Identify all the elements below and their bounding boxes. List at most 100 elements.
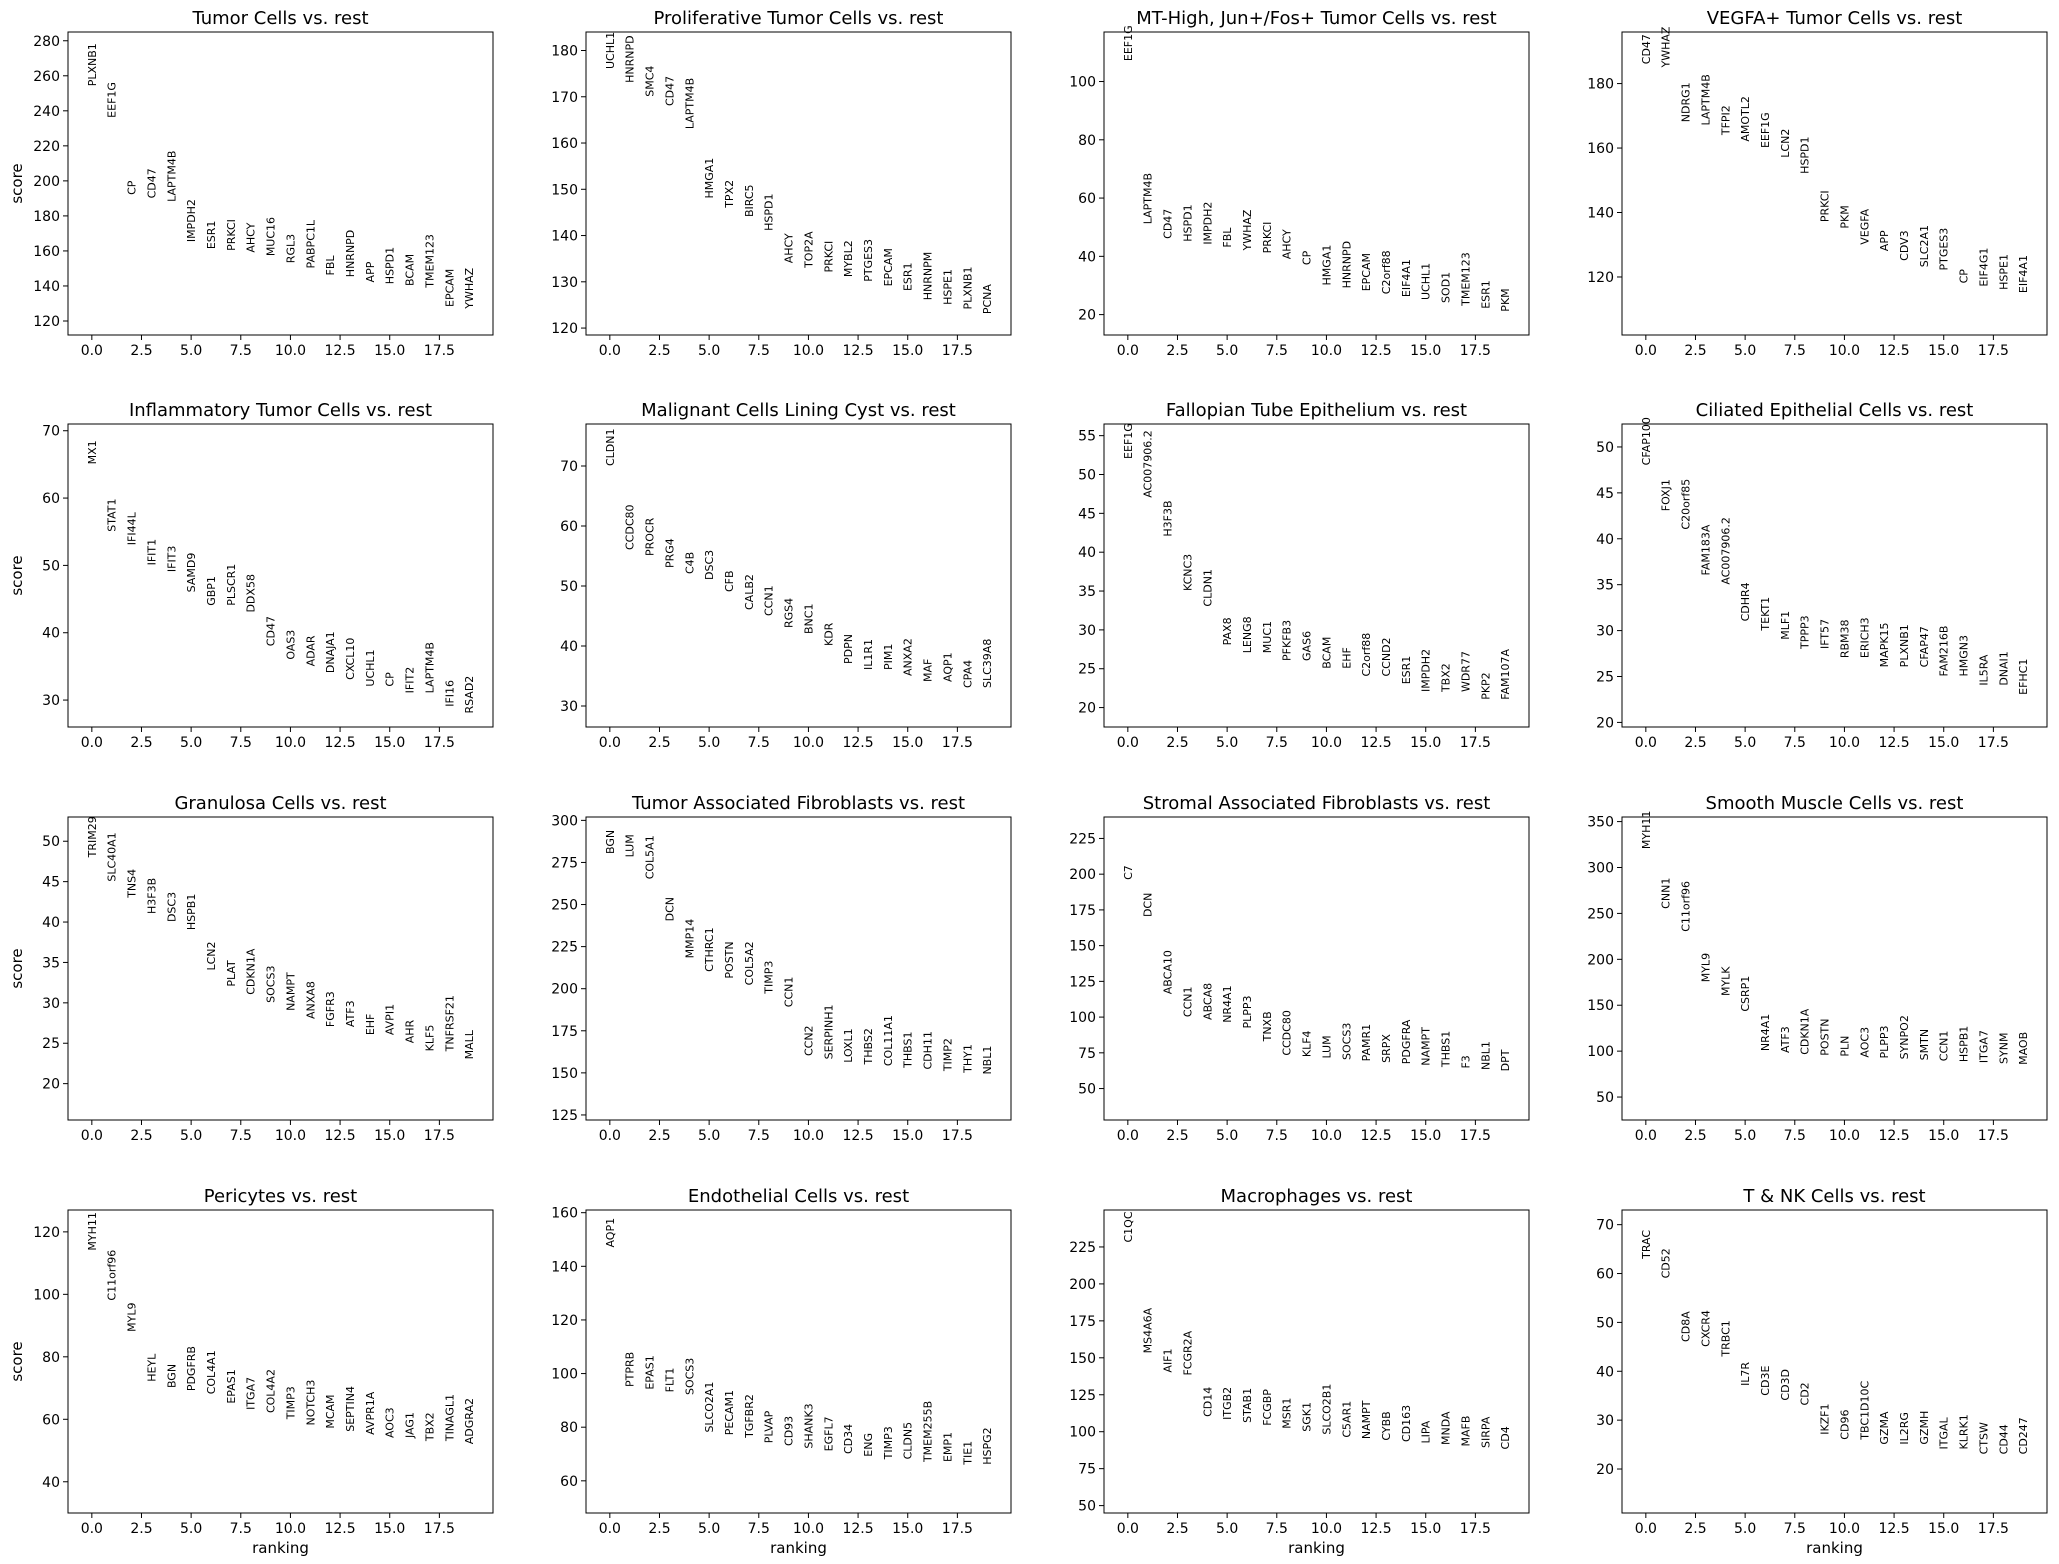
- gene-label: HSPD1: [384, 247, 397, 284]
- gene-label: SHANK3: [802, 1403, 815, 1448]
- gene-label: CD2: [1799, 1382, 1812, 1405]
- axes-frame: [585, 31, 1012, 336]
- y-tick-label: 70: [42, 424, 60, 440]
- gene-label: MYH11: [86, 1212, 99, 1250]
- chart-title: Granulosa Cells vs. rest: [174, 793, 386, 814]
- x-tick-label: 15.0: [1410, 735, 1441, 751]
- x-tick-label: 12.5: [1878, 343, 1909, 359]
- gene-label: NAMPT: [1420, 1027, 1433, 1066]
- gene-label: AHR: [404, 1019, 417, 1043]
- gene-label: EPCAM: [443, 269, 456, 307]
- y-tick-label: 150: [551, 1066, 578, 1082]
- gene-label: CSRP1: [1739, 976, 1752, 1012]
- x-tick-label: 12.5: [842, 735, 873, 751]
- y-axis-label: score: [8, 948, 26, 988]
- gene-label: KDR: [822, 622, 835, 646]
- x-tick-label: 2.5: [130, 735, 152, 751]
- gene-label: IL2RG: [1898, 1412, 1911, 1445]
- y-tick-label: 40: [1596, 1364, 1614, 1380]
- gene-label: NOTCH3: [304, 1380, 317, 1426]
- gene-label: HSPB1: [185, 894, 198, 930]
- gene-label: HEYL: [145, 1353, 158, 1382]
- x-tick-label: 12.5: [1360, 343, 1391, 359]
- x-tick-label: 2.5: [1684, 735, 1706, 751]
- gene-label: C20orf85: [1680, 479, 1693, 530]
- gene-label: TRBC1: [1719, 1320, 1732, 1357]
- y-tick-label: 160: [551, 136, 578, 152]
- y-tick-label: 200: [33, 174, 60, 190]
- gene-label: TFPI2: [1719, 105, 1732, 136]
- gene-label: AIF1: [1162, 1348, 1175, 1372]
- x-tick-label: 10.0: [275, 343, 306, 359]
- y-tick-label: 170: [551, 90, 578, 106]
- x-tick-label: 15.0: [1928, 1521, 1959, 1537]
- gene-label: PLSCR1: [225, 564, 238, 606]
- gene-label: CD34: [842, 1424, 855, 1454]
- gene-label: PRKCI: [1819, 190, 1832, 222]
- gene-label: CXCR4: [1699, 1310, 1712, 1347]
- x-tick-label: 2.5: [1684, 343, 1706, 359]
- y-tick-label: 25: [1078, 662, 1096, 678]
- gene-label: CLDN1: [604, 428, 617, 466]
- gene-label: OAS3: [284, 630, 297, 660]
- gene-label: EEF1G: [1122, 25, 1135, 61]
- y-tick-label: 25: [1596, 670, 1614, 686]
- x-tick-label: 5.0: [180, 1128, 202, 1144]
- x-tick-label: 2.5: [1166, 343, 1188, 359]
- y-tick-label: 30: [560, 699, 578, 715]
- x-tick-label: 10.0: [1829, 343, 1860, 359]
- gene-label: CCN1: [763, 585, 776, 616]
- gene-label: DNAJA1: [324, 631, 337, 673]
- gene-label: PRG4: [663, 538, 676, 568]
- gene-label: PDPN: [842, 634, 855, 664]
- gene-label: KLF4: [1301, 1030, 1314, 1057]
- gene-label: MUC16: [265, 217, 278, 256]
- x-tick-label: 10.0: [1311, 1128, 1342, 1144]
- y-tick-label: 20: [1596, 1462, 1614, 1478]
- x-tick-label: 2.5: [648, 343, 670, 359]
- gene-label: CXCL10: [344, 638, 357, 680]
- x-tick-label: 0.0: [1117, 1128, 1139, 1144]
- y-tick-label: 260: [33, 69, 60, 85]
- gene-label: LOXL1: [842, 1028, 855, 1062]
- gene-label: PRKCI: [1261, 222, 1274, 254]
- gene-label: PLPP3: [1878, 1025, 1891, 1058]
- y-tick-label: 45: [42, 875, 60, 891]
- axes-frame: [585, 816, 1012, 1121]
- x-tick-label: 10.0: [1829, 1128, 1860, 1144]
- gene-label: SAMD9: [185, 553, 198, 593]
- gene-label: SOCS3: [683, 1358, 696, 1395]
- y-tick-label: 240: [33, 104, 60, 120]
- gene-label: NAMPT: [1360, 1400, 1373, 1439]
- gene-label: AVPI1: [384, 1004, 397, 1035]
- axes-frame: [1621, 423, 2048, 728]
- x-tick-label: 7.5: [230, 1521, 252, 1537]
- gene-label: IFI16: [443, 680, 456, 707]
- gene-label: CCN1: [1181, 987, 1194, 1018]
- gene-label: DNAI1: [1997, 651, 2010, 685]
- gene-label: HSPE1: [1997, 254, 2010, 290]
- y-tick-label: 45: [1596, 486, 1614, 502]
- gene-label: AMOTL2: [1739, 96, 1752, 142]
- chart-panel: Stromal Associated Fibroblasts vs. rest 5…: [1069, 793, 1530, 1144]
- gene-label: POSTN: [723, 941, 736, 978]
- y-tick-label: 160: [551, 1206, 578, 1222]
- gene-label: SOCS3: [1340, 1023, 1353, 1060]
- chart-panel: Inflammatory Tumor Cells vs. rest 30 40 50 6…: [8, 400, 494, 751]
- gene-label: ERICH3: [1858, 617, 1871, 658]
- gene-label: SLCO2A1: [703, 1382, 716, 1433]
- gene-label: THBS1: [902, 1031, 915, 1068]
- x-axis-label: ranking: [1288, 1539, 1345, 1557]
- gene-label: COL4A2: [265, 1369, 278, 1413]
- x-tick-label: 17.5: [424, 1128, 455, 1144]
- gene-label: CDHR4: [1739, 582, 1752, 621]
- gene-label: PTGES3: [862, 239, 875, 282]
- gene-label: NAMPT: [284, 972, 297, 1011]
- chart-title: Proliferative Tumor Cells vs. rest: [654, 8, 944, 29]
- y-tick-label: 160: [33, 244, 60, 260]
- gene-label: ESR1: [1479, 280, 1492, 309]
- x-tick-label: 5.0: [1734, 1128, 1756, 1144]
- chart-title: Pericytes vs. rest: [204, 1186, 357, 1207]
- y-axis-label: score: [8, 163, 26, 203]
- x-tick-label: 17.5: [424, 343, 455, 359]
